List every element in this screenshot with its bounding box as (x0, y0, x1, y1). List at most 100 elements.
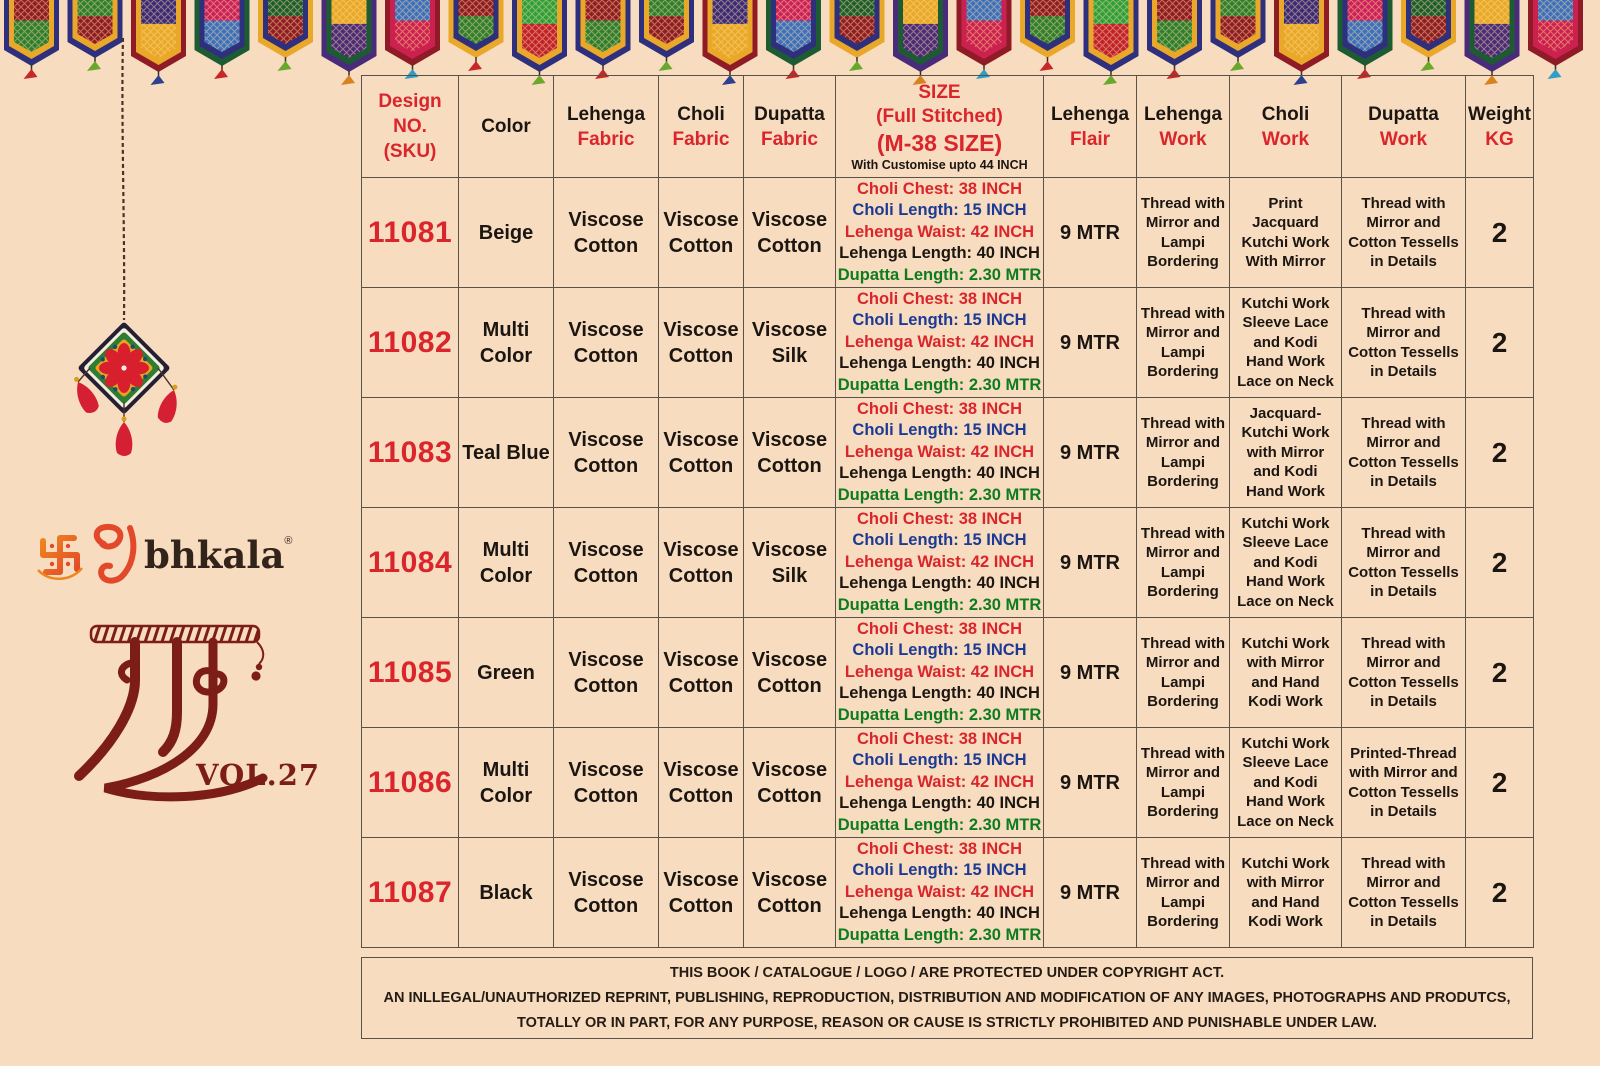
text-line: Viscose Cotton (568, 758, 644, 807)
dupatta-work-cell: Printed-Thread with Mirror and Cotton Te… (1342, 728, 1466, 838)
text-line: With Customise upto 44 INCH (851, 157, 1028, 172)
text-line: Viscose Cotton (751, 758, 828, 807)
text-line: 9 MTR (1060, 881, 1120, 904)
weight-cell: 2 (1466, 618, 1534, 728)
dupatta-work-cell: Thread with Mirror and Cotton Tessells i… (1342, 618, 1466, 728)
weight-cell: 2 (1466, 398, 1534, 508)
choli-fabric-cell: Viscose Cotton (659, 728, 744, 838)
text-line: NO. (393, 116, 427, 137)
choli-fabric-cell: Viscose Cotton (659, 178, 744, 288)
toran-border-decoration (4, 0, 1583, 85)
dupatta-work-cell: Thread with Mirror and Cotton Tessells i… (1342, 288, 1466, 398)
text-line: Fabric (760, 128, 819, 150)
text-line: 11083 (367, 435, 453, 469)
text-line: Choli Length: 15 INCH (852, 531, 1027, 550)
sku-cell: 11085 (362, 618, 459, 728)
text-line: Choli Length: 15 INCH (852, 751, 1027, 770)
text-line: Viscose Cotton (568, 648, 644, 697)
color-cell: Multi Color (459, 288, 554, 398)
text-line: 2 (1491, 326, 1508, 358)
text-line: Printed-Thread with Mirror and Cotton Te… (1348, 744, 1459, 821)
header-dupatta-fabric: Dupatta Fabric (744, 76, 836, 178)
raas-calligraphy (74, 624, 268, 802)
lehenga-fabric-cell: Viscose Cotton (554, 178, 659, 288)
text-line: 9 MTR (1060, 331, 1120, 354)
header-lehenga-fabric: Lehenga Fabric (554, 76, 659, 178)
size-cell: Choli Chest: 38 INCH Choli Length: 15 INC… (836, 618, 1044, 728)
text-line: Choli Chest: 38 INCH (856, 509, 1023, 528)
dupatta-work-cell: Thread with Mirror and Cotton Tessells i… (1342, 838, 1466, 948)
text-line: 11084 (367, 545, 453, 579)
text-line: Kutchi Work Sleeve Lace and Kodi Hand Wo… (1237, 294, 1334, 390)
dupatta-work-cell: Thread with Mirror and Cotton Tessells i… (1342, 398, 1466, 508)
text-line: Lehenga Waist: 42 INCH (844, 662, 1035, 681)
choli-work-cell: Kutchi Work with Mirror and Hand Kodi Wo… (1230, 838, 1342, 948)
text-line: 9 MTR (1060, 551, 1120, 574)
choli-work-cell: Kutchi Work Sleeve Lace and Kodi Hand Wo… (1230, 728, 1342, 838)
dupatta-work-cell: Thread with Mirror and Cotton Tessells i… (1342, 508, 1466, 618)
text-line: Choli Chest: 38 INCH (856, 619, 1023, 638)
weight-cell: 2 (1466, 728, 1534, 838)
header-choli-work: Choli Work (1230, 76, 1342, 178)
color-cell: Multi Color (459, 728, 554, 838)
text-line: Choli Length: 15 INCH (852, 201, 1027, 220)
text-line: Dupatta Length: 2.30 MTR (837, 705, 1042, 724)
text-line: Lehenga Length: 40 INCH (839, 244, 1040, 263)
copyright-line: TOTALLY OR IN PART, FOR ANY PURPOSE, REA… (517, 1014, 1377, 1031)
text-line: Work (1159, 128, 1207, 150)
text-line: Thread with Mirror and Lampi Bordering (1140, 304, 1226, 381)
lehenga-work-cell: Thread with Mirror and Lampi Bordering (1137, 398, 1230, 508)
text-line: 2 (1491, 216, 1508, 248)
color-cell: Teal Blue (459, 398, 554, 508)
text-line: Lehenga Length: 40 INCH (839, 794, 1040, 813)
choli-work-cell: Kutchi Work Sleeve Lace and Kodi Hand Wo… (1230, 508, 1342, 618)
text-line: Choli (1261, 103, 1310, 125)
header-dupatta-work: Dupatta Work (1342, 76, 1466, 178)
text-line: Lehenga (1050, 103, 1130, 125)
text-line: 2 (1491, 876, 1508, 908)
text-line: Fabric (672, 128, 730, 150)
text-line: Choli Length: 15 INCH (852, 311, 1027, 330)
swastika-icon (37, 523, 137, 584)
text-line: Lehenga Waist: 42 INCH (844, 332, 1035, 351)
weight-cell: 2 (1466, 178, 1534, 288)
text-line: 2 (1491, 546, 1508, 578)
choli-work-cell: Jacquard- Kutchi Work with Mirror and Ko… (1230, 398, 1342, 508)
text-line: Dupatta Length: 2.30 MTR (837, 265, 1042, 284)
text-line: Viscose Cotton (568, 538, 644, 587)
text-line: Dupatta Length: 2.30 MTR (837, 375, 1042, 394)
lehenga-fabric-cell: Viscose Cotton (554, 508, 659, 618)
text-line: Choli Chest: 38 INCH (856, 729, 1023, 748)
lehenga-flair-cell: 9 MTR (1044, 288, 1137, 398)
text-line: Kutchi Work Sleeve Lace and Kodi Hand Wo… (1237, 734, 1334, 830)
header-design-no: Design NO. (SKU) (362, 76, 459, 178)
text-line: Viscose Cotton (568, 428, 644, 477)
color-cell: Green (459, 618, 554, 728)
lehenga-flair-cell: 9 MTR (1044, 838, 1137, 948)
sku-cell: 11082 (362, 288, 459, 398)
choli-work-cell: Print Jacquard Kutchi Work With Mirror (1230, 178, 1342, 288)
choli-fabric-cell: Viscose Cotton (659, 838, 744, 948)
brand-wordmark: bhkala (144, 532, 285, 577)
text-line: Lehenga (1143, 103, 1223, 125)
registered-mark: ® (284, 535, 293, 547)
sku-cell: 11087 (362, 838, 459, 948)
text-line: Weight (1468, 103, 1531, 125)
text-line: Beige (478, 221, 534, 244)
copyright-line: THIS BOOK / CATALOGUE / LOGO / ARE PROTE… (669, 964, 1225, 981)
sku-cell: 11083 (362, 398, 459, 508)
text-line: Multi Color (479, 538, 533, 587)
dupatta-fabric-cell: Viscose Silk (744, 288, 836, 398)
color-cell: Multi Color (459, 508, 554, 618)
text-line: Lehenga Length: 40 INCH (839, 574, 1040, 593)
size-cell: Choli Chest: 38 INCH Choli Length: 15 INC… (836, 838, 1044, 948)
choli-fabric-cell: Viscose Cotton (659, 508, 744, 618)
text-line: Viscose Cotton (663, 318, 739, 367)
choli-work-cell: Kutchi Work Sleeve Lace and Kodi Hand Wo… (1230, 288, 1342, 398)
sku-cell: 11084 (362, 508, 459, 618)
text-line: Thread with Mirror and Lampi Bordering (1140, 194, 1226, 271)
text-line: Design (378, 91, 442, 112)
lehenga-flair-cell: 9 MTR (1044, 178, 1137, 288)
text-line: Choli Chest: 38 INCH (856, 399, 1023, 418)
